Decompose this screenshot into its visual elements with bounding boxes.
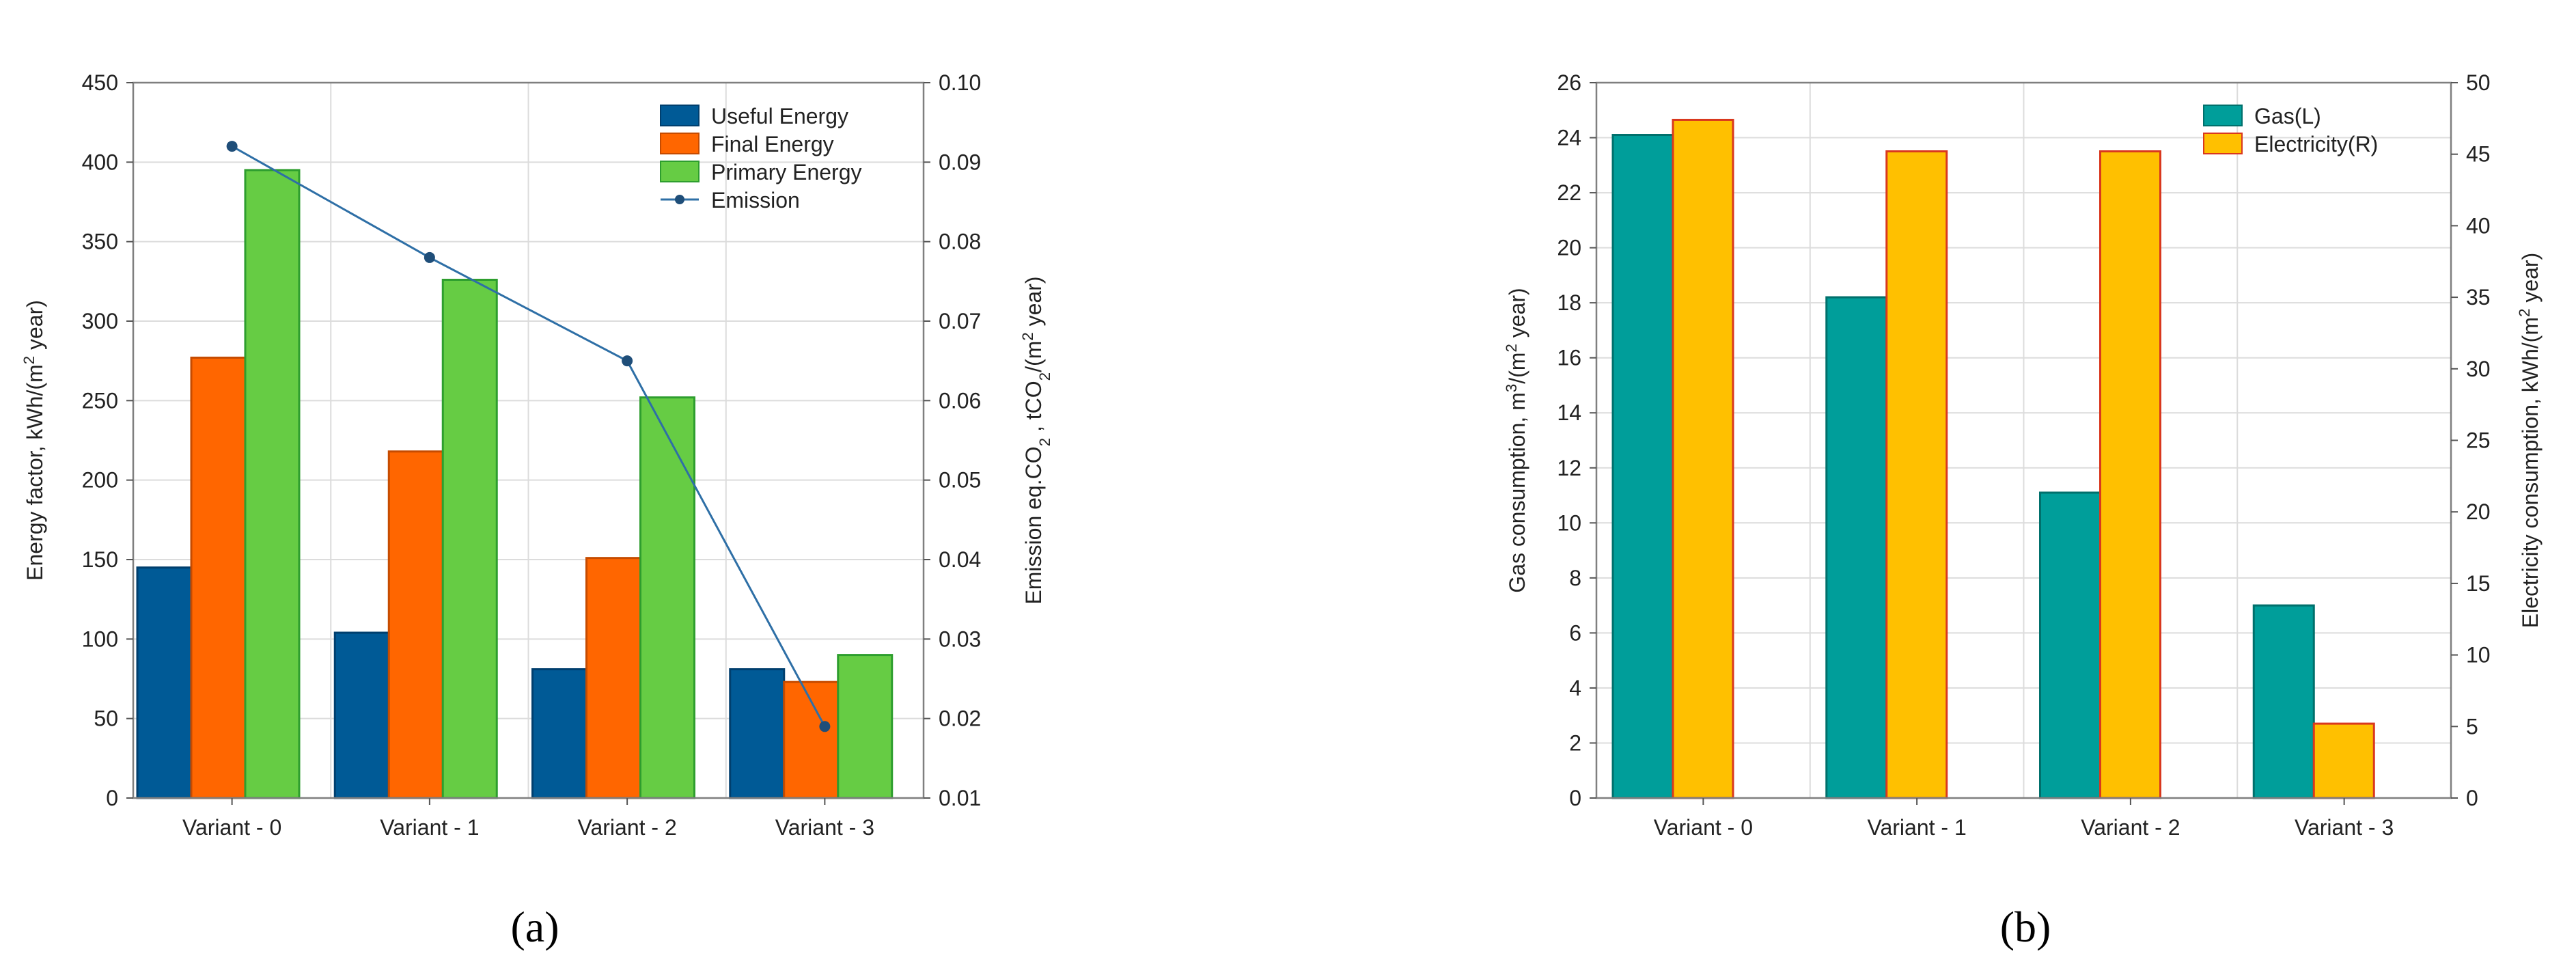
legend-swatch: [2203, 133, 2243, 154]
ytick-right-label: 0.05: [939, 468, 981, 493]
ytick-right-label: 0.07: [939, 309, 981, 333]
bar-gas-l--3: [2252, 604, 2315, 799]
plot-frame: [132, 81, 925, 799]
legend-swatch: [2203, 105, 2243, 126]
ylabel-left: Energy factor, kWh/(m2 year): [20, 300, 48, 581]
xtick-label: Variant - 2: [578, 815, 677, 840]
ytick-left-label: 20: [1557, 236, 1581, 260]
bar-gas-l--1: [1825, 296, 1888, 799]
bar-final-energy-1: [387, 450, 444, 799]
legend-swatch-marker: [675, 195, 684, 204]
ytick-left-label: 8: [1569, 566, 1581, 590]
ytick-left-label: 100: [82, 627, 118, 651]
ytick-left-label: 300: [82, 309, 118, 333]
chart-b: 0246810121416182022242605101520253035404…: [1503, 70, 2543, 840]
ytick-left-label: 50: [94, 706, 118, 731]
legend-swatch: [660, 133, 700, 154]
ytick-left-label: 2: [1569, 730, 1581, 755]
bar-useful-energy-1: [333, 631, 390, 799]
bar-useful-energy-2: [531, 668, 587, 799]
xtick-label: Variant - 3: [775, 815, 874, 840]
caption-a: (a): [510, 903, 559, 951]
xtick-label: Variant - 0: [182, 815, 281, 840]
ytick-right-label: 25: [2466, 428, 2491, 453]
ytick-left-label: 350: [82, 230, 118, 254]
bar-primary-energy-1: [441, 279, 498, 799]
xtick-label: Variant - 2: [2081, 815, 2180, 840]
xtick-label: Variant - 0: [1654, 815, 1753, 840]
ytick-left-label: 16: [1557, 346, 1581, 370]
xtick-label: Variant - 1: [380, 815, 479, 840]
ytick-left-label: 250: [82, 388, 118, 413]
ytick-left-label: 150: [82, 547, 118, 572]
ytick-left-label: 400: [82, 150, 118, 174]
ytick-right-label: 50: [2466, 70, 2491, 95]
legend-swatch: [660, 105, 700, 126]
ytick-left-label: 6: [1569, 620, 1581, 645]
legend-label: Useful Energy: [711, 104, 848, 128]
legend-label: Primary Energy: [711, 160, 862, 184]
bar-electricity-r--0: [1672, 118, 1734, 799]
bar-final-energy-0: [190, 357, 247, 799]
ytick-right-label: 0.06: [939, 388, 981, 413]
bar-useful-energy-0: [136, 566, 193, 799]
bar-gas-l--0: [1611, 134, 1674, 799]
ytick-left-label: 22: [1557, 180, 1581, 205]
ytick-right-label: 0.04: [939, 547, 981, 572]
ytick-right-label: 0.03: [939, 627, 981, 651]
ytick-right-label: 40: [2466, 213, 2491, 238]
bar-electricity-r--1: [1885, 150, 1948, 799]
emission-point-2: [622, 355, 633, 367]
ytick-right-label: 10: [2466, 643, 2491, 668]
ytick-right-label: 15: [2466, 571, 2491, 596]
ytick-left-label: 10: [1557, 510, 1581, 535]
ytick-right-label: 45: [2466, 142, 2491, 167]
bar-electricity-r--2: [2099, 150, 2161, 799]
ytick-right-label: 0: [2466, 786, 2478, 810]
bar-primary-energy-0: [244, 169, 301, 799]
ytick-right-label: 30: [2466, 357, 2491, 381]
ytick-left-label: 200: [82, 468, 118, 493]
bar-gas-l--2: [2039, 491, 2101, 799]
ytick-right-label: 0.08: [939, 230, 981, 254]
ytick-left-label: 450: [82, 70, 118, 95]
ylabel-left: Gas consumption, m3/(m2 year): [1503, 288, 1530, 592]
ytick-right-label: 5: [2466, 714, 2478, 739]
chart-a: 0 50 100 150 200 250 300 350 400 450 0.01 0.02 0.03 0…: [20, 70, 1053, 840]
bar-electricity-r--3: [2312, 722, 2375, 799]
ytick-left-label: 14: [1557, 400, 1581, 425]
ytick-right-label: 20: [2466, 499, 2491, 524]
ytick-left-label: 26: [1557, 70, 1581, 95]
ytick-left-label: 12: [1557, 456, 1581, 480]
ytick-right-label: 35: [2466, 285, 2491, 310]
emission-line: [231, 145, 826, 728]
ytick-left-label: 0: [106, 786, 118, 810]
ytick-left-label: 4: [1569, 676, 1581, 700]
legend-label: Emission: [711, 188, 800, 212]
legend-swatch: [660, 161, 700, 182]
ytick-left-label: 18: [1557, 290, 1581, 315]
bar-primary-energy-3: [837, 654, 894, 799]
emission-point-3: [819, 721, 831, 732]
xtick-label: Variant - 1: [1868, 815, 1967, 840]
ytick-left-label: 24: [1557, 126, 1581, 150]
emission-point-0: [226, 141, 238, 152]
ytick-right-label: 0.09: [939, 150, 981, 174]
legend-label: Gas(L): [2254, 104, 2321, 128]
bar-primary-energy-2: [639, 396, 695, 799]
ytick-left-label: 0: [1569, 786, 1581, 810]
ylabel-right: Electricity consumption, kWh/(m2 year): [2516, 253, 2543, 628]
caption-b: (b): [2000, 903, 2051, 951]
ylabel-right: Emission eq.CO2 , tCO2/(m2 year): [1019, 276, 1053, 604]
ytick-right-label: 0.01: [939, 786, 981, 810]
xtick-label: Variant - 3: [2295, 815, 2394, 840]
ytick-right-label: 0.10: [939, 70, 981, 95]
bar-final-energy-2: [585, 557, 641, 799]
legend-label: Final Energy: [711, 132, 834, 156]
ytick-right-label: 0.02: [939, 706, 981, 731]
bar-useful-energy-3: [729, 668, 786, 799]
emission-point-1: [424, 251, 435, 263]
legend-label: Electricity(R): [2254, 132, 2378, 156]
